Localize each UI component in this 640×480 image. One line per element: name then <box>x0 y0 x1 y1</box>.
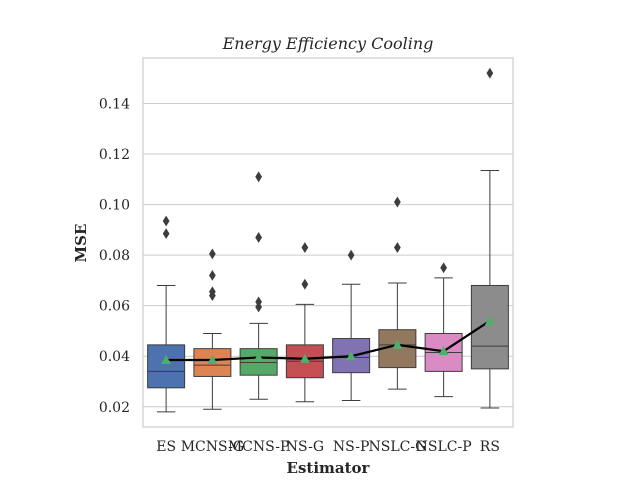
box-group <box>239 171 278 400</box>
x-tick-label: MCNS-G <box>181 439 244 455</box>
box-iqr <box>147 344 186 389</box>
mean-marker <box>346 351 357 361</box>
outlier-point <box>255 232 262 243</box>
outlier-point <box>394 242 401 253</box>
mean-marker <box>207 355 218 365</box>
x-tick-label: ES <box>156 439 176 455</box>
plot-frame <box>142 57 514 428</box>
outlier-point <box>301 278 309 290</box>
mean-marker <box>484 315 495 325</box>
x-tick-label: NSLC-G <box>368 439 426 455</box>
y-ticks: 0.02 0.04 0.06 0.08 0.10 0.12 0.14 <box>99 96 130 415</box>
box-group <box>424 262 463 398</box>
outlier-point <box>209 290 216 301</box>
outlier-point <box>486 67 494 79</box>
box-group <box>285 242 324 403</box>
outlier-point <box>301 242 309 253</box>
y-tick-label: 0.06 <box>99 299 130 315</box>
box-iqr <box>470 284 509 370</box>
y-tick-label: 0.14 <box>99 96 130 112</box>
mean-marker <box>161 355 172 365</box>
y-axis-label: MSE <box>72 224 90 263</box>
x-tick-label: RS <box>480 439 500 455</box>
y-tick-label: 0.02 <box>99 400 130 416</box>
mean-marker <box>253 352 264 362</box>
y-tick-label: 0.12 <box>99 147 130 163</box>
box-group <box>147 215 186 413</box>
outlier-point <box>347 249 355 261</box>
outlier-point <box>394 196 401 208</box>
outlier-point <box>255 301 262 313</box>
boxes <box>147 67 509 413</box>
y-tick-label: 0.08 <box>99 248 130 264</box>
box-iqr <box>332 338 371 374</box>
x-tick-label: NSLC-P <box>416 439 472 455</box>
mean-marker <box>299 353 310 363</box>
outlier-point <box>209 248 216 260</box>
x-tick-label: MCNS-P <box>228 439 290 455</box>
mean-marker <box>438 346 449 356</box>
outlier-point <box>255 171 262 183</box>
x-tick-label: NS-P <box>333 439 370 455</box>
box-group <box>378 196 417 390</box>
y-tick-label: 0.04 <box>99 349 130 365</box>
box-group <box>193 248 232 410</box>
x-axis-label: Estimator <box>287 459 371 477</box>
outlier-point <box>209 269 216 281</box>
outlier-point <box>440 262 447 274</box>
mean-trend <box>161 315 495 365</box>
outlier-point <box>162 228 170 240</box>
mean-line <box>166 319 491 362</box>
box-group <box>332 249 371 401</box>
x-tick-label: NS-G <box>286 439 324 455</box>
box-group <box>470 67 509 409</box>
y-tick-label: 0.10 <box>99 198 130 214</box>
mean-marker <box>392 339 403 349</box>
outlier-point <box>162 215 170 227</box>
chart-title: Energy Efficiency Cooling <box>222 34 434 53</box>
